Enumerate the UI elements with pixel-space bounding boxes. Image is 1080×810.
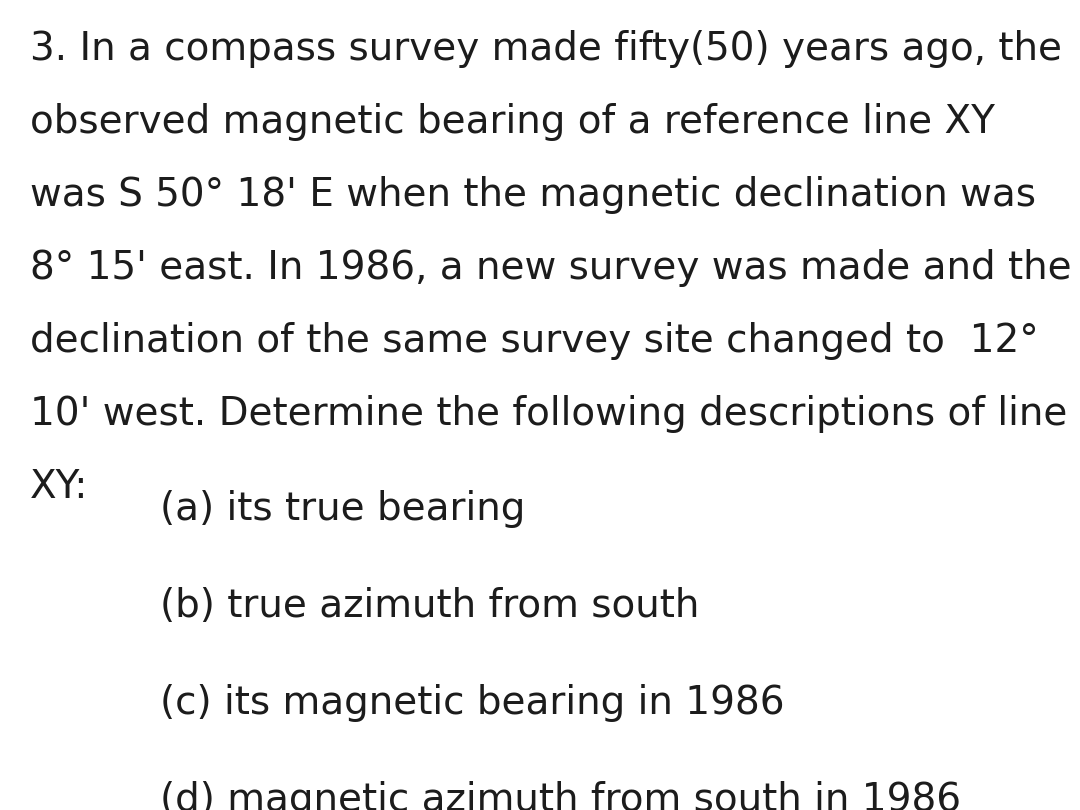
Text: 3. In a compass survey made fifty(50) years ago, the: 3. In a compass survey made fifty(50) ye… [30, 30, 1062, 68]
Text: 8° 15' east. In 1986, a new survey was made and the: 8° 15' east. In 1986, a new survey was m… [30, 249, 1071, 287]
Text: was S 50° 18' E when the magnetic declination was: was S 50° 18' E when the magnetic declin… [30, 176, 1036, 214]
Text: 10' west. Determine the following descriptions of line: 10' west. Determine the following descri… [30, 395, 1067, 433]
Text: (d) magnetic azimuth from south in 1986: (d) magnetic azimuth from south in 1986 [160, 781, 961, 810]
Text: (c) its magnetic bearing in 1986: (c) its magnetic bearing in 1986 [160, 684, 785, 722]
Text: XY:: XY: [30, 468, 89, 506]
Text: (a) its true bearing: (a) its true bearing [160, 490, 525, 528]
Text: declination of the same survey site changed to  12°: declination of the same survey site chan… [30, 322, 1039, 360]
Text: (b) true azimuth from south: (b) true azimuth from south [160, 587, 700, 625]
Text: observed magnetic bearing of a reference line XY: observed magnetic bearing of a reference… [30, 103, 995, 141]
